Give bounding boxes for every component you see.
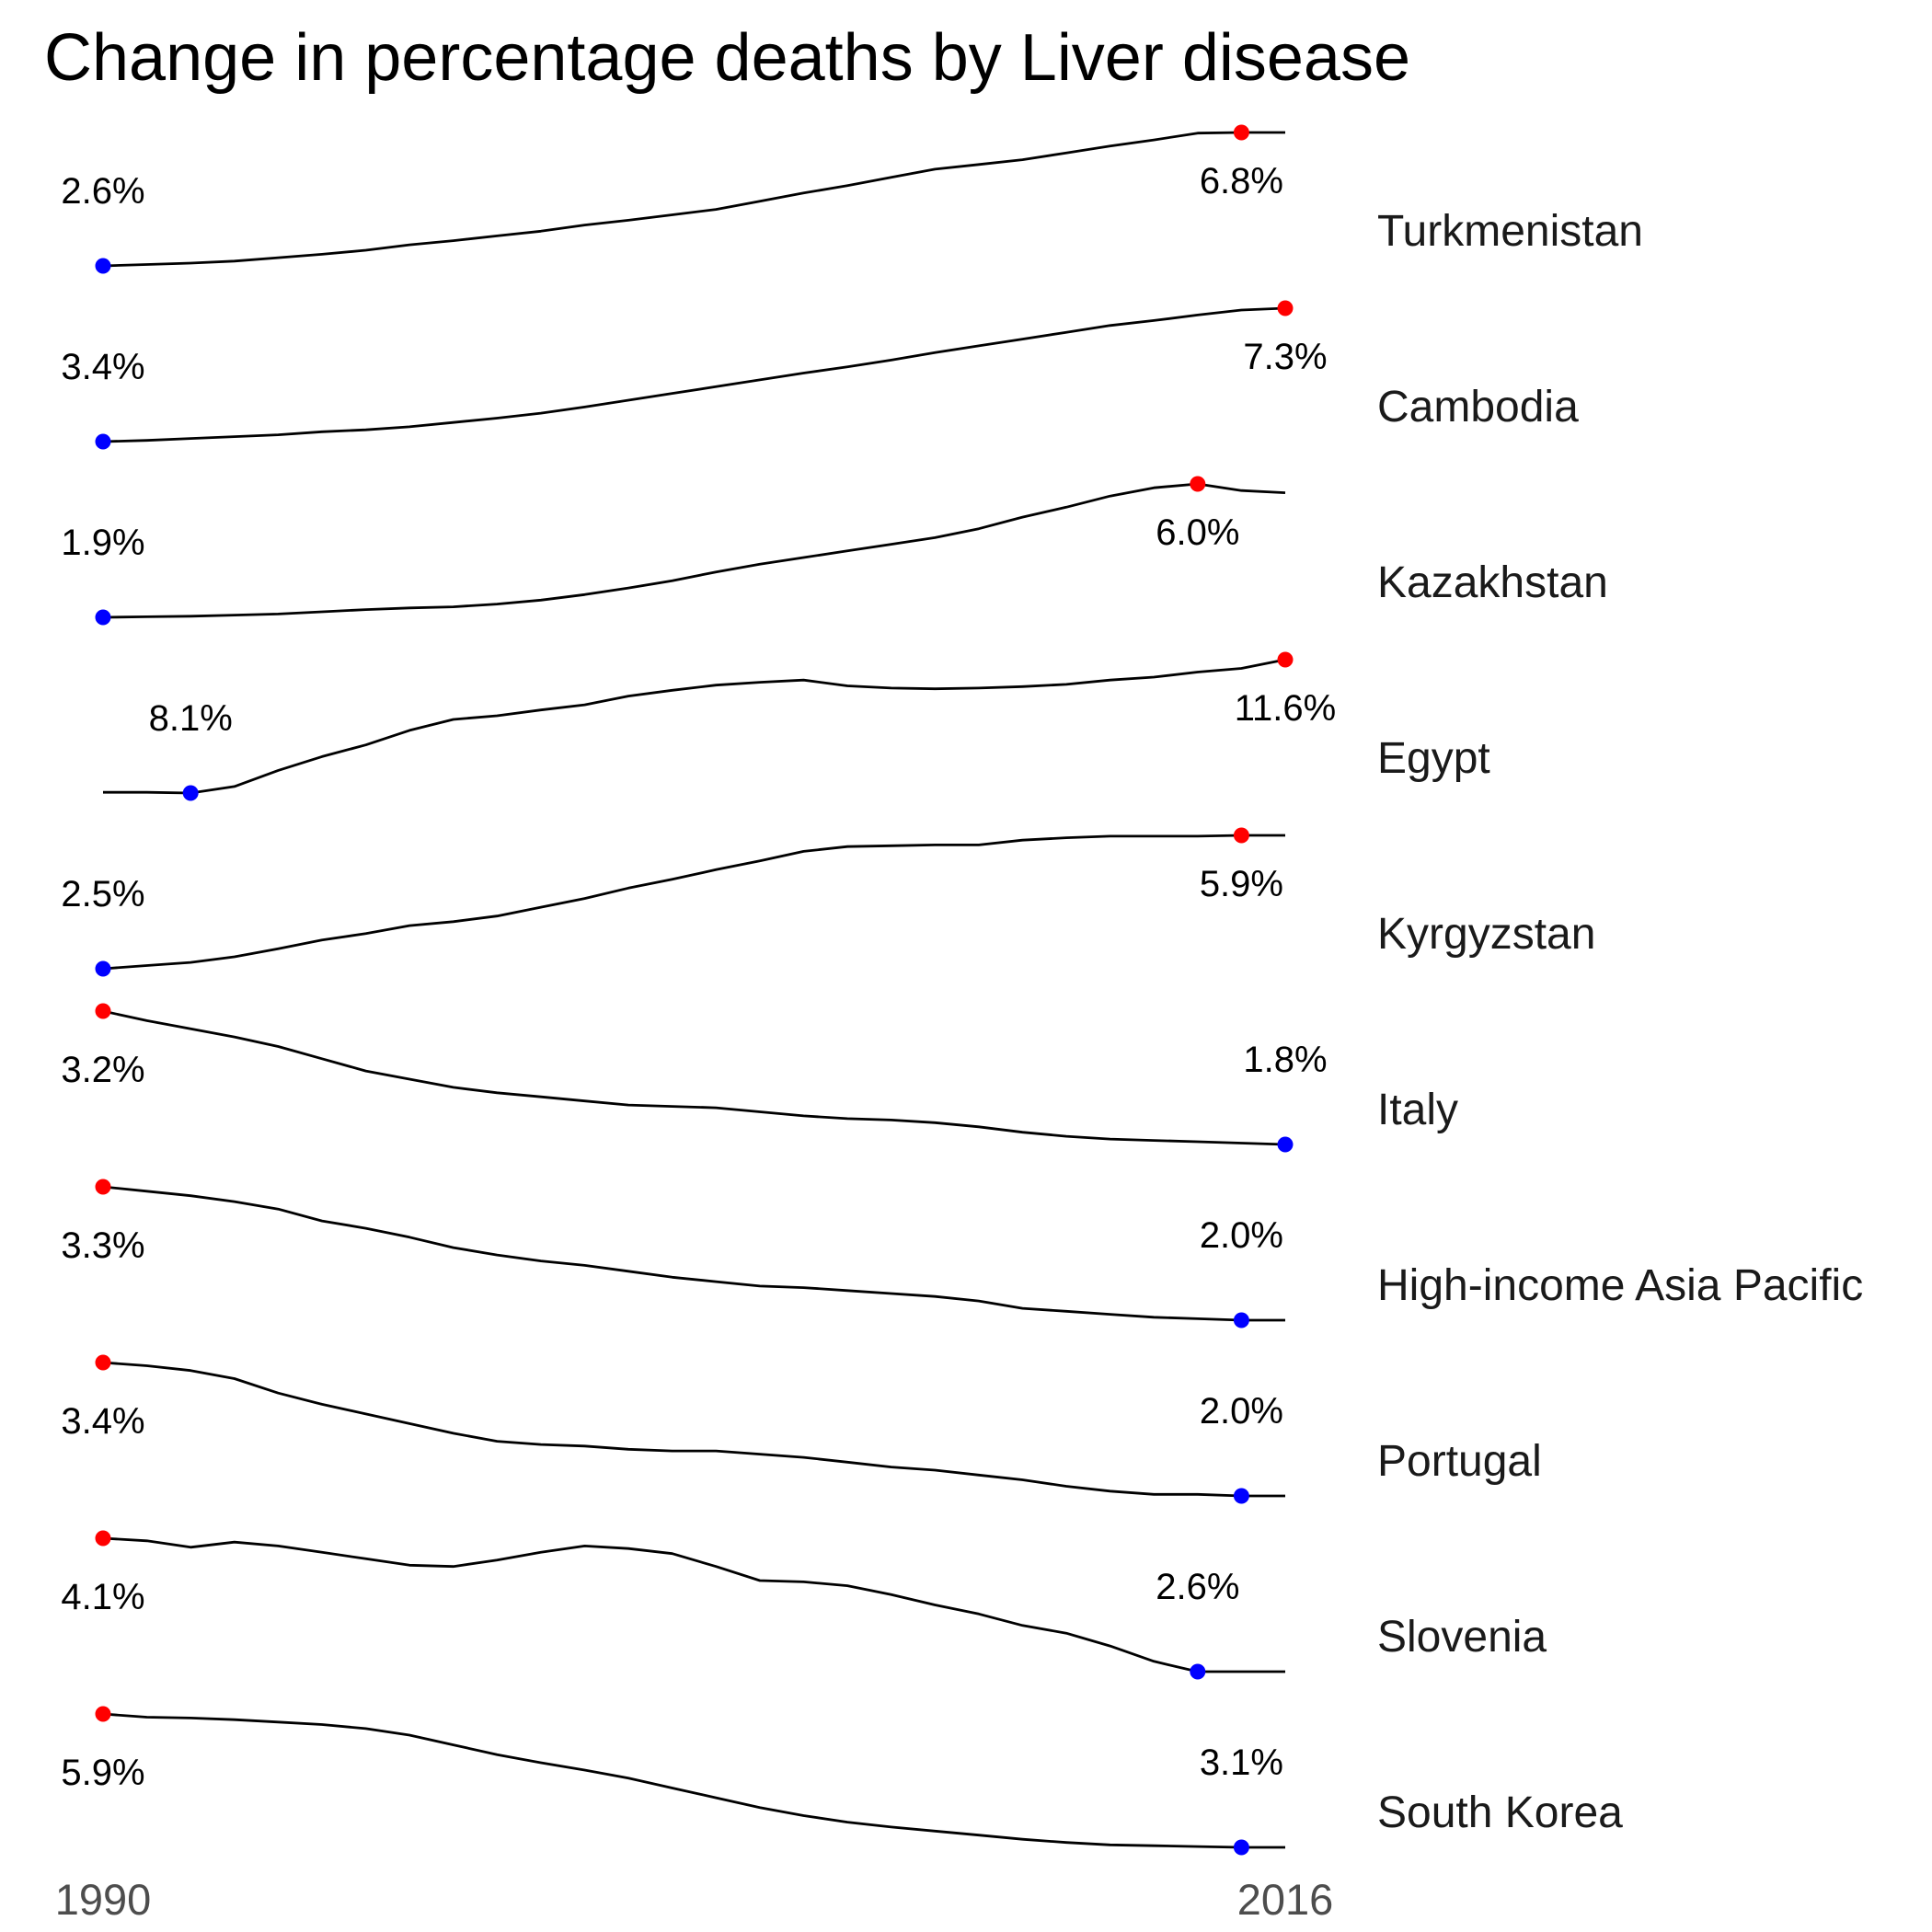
min-point-turkmenistan xyxy=(95,258,111,274)
min-point-kyrgyzstan xyxy=(95,960,111,977)
series-line-cambodia xyxy=(102,306,1286,443)
max-point-egypt xyxy=(1277,651,1294,668)
start-value-label-kyrgyzstan: 2.5% xyxy=(61,874,144,914)
x-tick-label-1990: 1990 xyxy=(55,1875,152,1924)
min-point-cambodia xyxy=(95,433,111,450)
series-line-portugal xyxy=(102,1361,1285,1498)
panel-cambodia: 3.4% 7.3% Cambodia xyxy=(61,300,1579,450)
end-value-label-kyrgyzstan: 5.9% xyxy=(1200,864,1283,904)
series-name-high-income-asia-pacific: High-income Asia Pacific xyxy=(1377,1261,1863,1310)
max-point-slovenia xyxy=(95,1530,111,1547)
series-line-kazakhstan xyxy=(102,482,1286,619)
panel-high-income-asia-pacific: 3.3% 2.0% High-income Asia Pacific xyxy=(61,1179,1863,1328)
max-point-cambodia xyxy=(1277,300,1294,316)
end-value-label-portugal: 2.0% xyxy=(1200,1391,1283,1432)
start-value-label-egypt: 8.1% xyxy=(149,698,233,739)
series-name-slovenia: Slovenia xyxy=(1377,1613,1547,1662)
start-value-label-italy: 3.2% xyxy=(61,1050,144,1090)
max-point-kyrgyzstan xyxy=(1233,827,1249,844)
end-value-label-slovenia: 2.6% xyxy=(1156,1567,1239,1607)
x-tick-label-2016: 2016 xyxy=(1237,1875,1334,1924)
end-value-label-cambodia: 7.3% xyxy=(1243,337,1327,377)
max-point-turkmenistan xyxy=(1233,124,1249,141)
end-value-label-egypt: 11.6% xyxy=(1235,688,1336,729)
panel-kyrgyzstan: 2.5% 5.9% Kyrgyzstan xyxy=(61,827,1595,977)
min-point-italy xyxy=(1277,1136,1294,1153)
panel-italy: 3.2% 1.8% Italy xyxy=(61,1003,1458,1153)
series-name-south-korea: South Korea xyxy=(1377,1788,1623,1837)
min-point-high-income-asia-pacific xyxy=(1233,1312,1249,1328)
max-point-italy xyxy=(95,1003,111,1019)
start-value-label-cambodia: 3.4% xyxy=(61,347,144,387)
min-point-slovenia xyxy=(1190,1663,1206,1680)
start-value-label-portugal: 3.4% xyxy=(61,1401,144,1442)
max-point-portugal xyxy=(95,1354,111,1371)
max-point-high-income-asia-pacific xyxy=(95,1179,111,1195)
start-value-label-south-korea: 5.9% xyxy=(61,1753,144,1793)
series-line-turkmenistan xyxy=(102,131,1285,268)
min-point-egypt xyxy=(182,785,199,801)
series-line-italy xyxy=(102,1009,1286,1146)
chart-title: Change in percentage deaths by Liver dis… xyxy=(44,21,1410,95)
panel-south-korea: 5.9% 3.1% South Korea xyxy=(61,1706,1623,1856)
series-name-kazakhstan: Kazakhstan xyxy=(1377,558,1608,607)
series-line-high-income-asia-pacific xyxy=(102,1185,1285,1322)
panel-turkmenistan: 2.6% 6.8% Turkmenistan xyxy=(61,124,1643,274)
series-name-cambodia: Cambodia xyxy=(1377,383,1579,431)
series-line-slovenia xyxy=(102,1536,1285,1673)
series-name-italy: Italy xyxy=(1377,1086,1458,1134)
series-line-south-korea xyxy=(102,1712,1285,1849)
series-name-kyrgyzstan: Kyrgyzstan xyxy=(1377,910,1595,959)
series-name-egypt: Egypt xyxy=(1377,734,1490,783)
max-point-south-korea xyxy=(95,1706,111,1722)
panel-slovenia: 4.1% 2.6% Slovenia xyxy=(61,1530,1547,1680)
series-name-portugal: Portugal xyxy=(1377,1437,1542,1486)
min-point-kazakhstan xyxy=(95,609,111,626)
start-value-label-slovenia: 4.1% xyxy=(61,1577,144,1617)
panel-kazakhstan: 1.9% 6.0% Kazakhstan xyxy=(61,476,1608,626)
end-value-label-high-income-asia-pacific: 2.0% xyxy=(1200,1215,1283,1256)
start-value-label-turkmenistan: 2.6% xyxy=(61,171,144,212)
panel-egypt: 8.1% 11.6% Egypt xyxy=(103,651,1490,801)
min-point-portugal xyxy=(1233,1488,1249,1504)
series-name-turkmenistan: Turkmenistan xyxy=(1377,207,1643,256)
max-point-kazakhstan xyxy=(1190,476,1206,492)
min-point-south-korea xyxy=(1233,1839,1249,1856)
series-line-kyrgyzstan xyxy=(102,834,1285,971)
start-value-label-high-income-asia-pacific: 3.3% xyxy=(61,1225,144,1266)
end-value-label-kazakhstan: 6.0% xyxy=(1156,512,1239,553)
end-value-label-turkmenistan: 6.8% xyxy=(1200,161,1283,201)
end-value-label-south-korea: 3.1% xyxy=(1200,1742,1283,1783)
panel-portugal: 3.4% 2.0% Portugal xyxy=(61,1354,1542,1504)
end-value-label-italy: 1.8% xyxy=(1243,1040,1327,1080)
series-line-egypt xyxy=(103,658,1286,795)
start-value-label-kazakhstan: 1.9% xyxy=(61,523,144,563)
